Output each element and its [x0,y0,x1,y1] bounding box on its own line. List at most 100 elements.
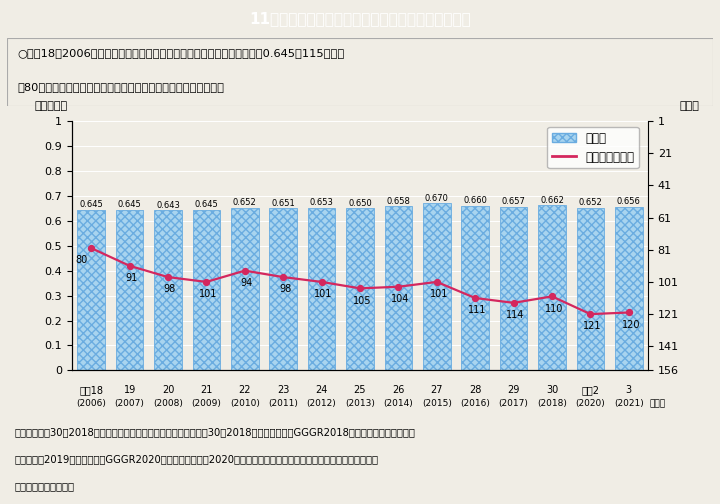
Text: 0.662: 0.662 [540,196,564,205]
Text: 0.656: 0.656 [617,197,641,206]
Text: 105: 105 [353,296,372,305]
Text: (2016): (2016) [460,399,490,408]
Point [201,278,212,286]
Text: (2015): (2015) [422,399,451,408]
Point [316,278,328,286]
Text: 29: 29 [508,386,520,396]
Point [392,283,404,291]
Text: 0.645: 0.645 [79,200,103,209]
Text: 94: 94 [240,278,253,288]
Text: 0.653: 0.653 [310,198,333,207]
Text: （年）: （年） [650,399,666,408]
Bar [77,210,105,370]
Text: 令和元（2019）年公表分はGGGR2020となり、令和２（2020）年のインデックスとして公表されたため、年の数字: 令和元（2019）年公表分はGGGR2020となり、令和２（2020）年のインデ… [14,454,378,464]
Text: 24: 24 [315,386,328,396]
Text: (2007): (2007) [114,399,145,408]
Text: (2018): (2018) [537,399,567,408]
Text: 0.670: 0.670 [425,194,449,203]
Text: (2006): (2006) [76,399,106,408]
Bar [384,206,413,370]
Text: 80位。その後スコアはほぼ横ばいとなっており、順位は下降。: 80位。その後スコアはほぼ横ばいとなっており、順位は下降。 [18,82,225,92]
Point [354,284,366,292]
Text: （備考）平成30（2018）年公表までは、公表年のレポート（平成30（2018）年公表分ならGGGR2018）が公表されていたが、: （備考）平成30（2018）年公表までは、公表年のレポート（平成30（2018）… [14,427,415,437]
Text: 111: 111 [468,305,486,316]
Text: 27: 27 [431,386,443,396]
Text: 21: 21 [200,386,212,396]
Bar [231,208,258,370]
Text: 91: 91 [125,273,138,283]
Point [162,273,174,281]
Text: 98: 98 [163,284,176,294]
Text: 23: 23 [277,386,289,396]
Text: 3: 3 [626,386,632,396]
Text: （スコア）: （スコア） [35,101,68,111]
Text: (2008): (2008) [153,399,183,408]
Text: 101: 101 [315,289,333,299]
Text: 30: 30 [546,386,558,396]
Text: 11－３図　日本のジェンダー・ギャップ指数の推移: 11－３図 日本のジェンダー・ギャップ指数の推移 [249,12,471,26]
Text: 20: 20 [162,386,174,396]
Bar [307,208,336,370]
Text: ○平成18（2006）年にＧＧＩが初めて公表された際の日本のスコアは、0.645で115か国中: ○平成18（2006）年にＧＧＩが初めて公表された際の日本のスコアは、0.645… [18,48,345,58]
Text: 0.660: 0.660 [463,196,487,205]
Text: 0.657: 0.657 [502,197,526,206]
Text: 0.650: 0.650 [348,199,372,208]
Text: 0.652: 0.652 [579,198,602,207]
Bar [577,208,604,370]
Point [508,299,519,307]
Bar [269,208,297,370]
Text: 0.645: 0.645 [118,200,141,209]
Text: (2014): (2014) [384,399,413,408]
Bar [462,206,489,370]
Point [86,244,97,252]
Text: 令和2: 令和2 [582,386,599,396]
Point [623,308,634,317]
Bar [116,210,143,370]
Point [124,262,135,270]
Bar [500,207,528,370]
Text: (2017): (2017) [499,399,528,408]
Text: (2010): (2010) [230,399,260,408]
Text: (2011): (2011) [269,399,298,408]
Text: 101: 101 [430,289,448,299]
Text: 0.651: 0.651 [271,199,295,208]
Text: 22: 22 [238,386,251,396]
Bar [154,210,182,370]
Text: 98: 98 [279,284,292,294]
Point [239,267,251,275]
Text: 120: 120 [621,320,640,330]
Text: 121: 121 [583,322,602,331]
Text: 28: 28 [469,386,482,396]
Text: 0.658: 0.658 [387,197,410,206]
Text: 26: 26 [392,386,405,396]
Text: (2013): (2013) [345,399,375,408]
Text: (2021): (2021) [614,399,644,408]
Text: 101: 101 [199,289,217,299]
Text: 0.652: 0.652 [233,198,256,207]
Text: （位）: （位） [680,101,700,111]
Point [277,273,289,281]
Text: 104: 104 [391,294,410,304]
Text: 80: 80 [76,256,88,266]
Text: 0.643: 0.643 [156,201,180,210]
Point [431,278,443,286]
Point [546,292,558,300]
Text: 25: 25 [354,386,366,396]
Legend: スコア, 順位（右目盛）: スコア, 順位（右目盛） [547,127,639,168]
Bar [423,203,451,370]
Bar [615,207,643,370]
Text: (2012): (2012) [307,399,336,408]
Text: (2020): (2020) [575,399,606,408]
Text: 110: 110 [545,303,563,313]
Text: 19: 19 [123,386,136,396]
Bar [346,208,374,370]
Text: が連続していない。: が連続していない。 [14,481,74,491]
Text: 114: 114 [506,310,525,320]
Text: 平成18: 平成18 [79,386,103,396]
Point [469,294,481,302]
Point [585,310,596,318]
Text: 0.645: 0.645 [194,200,218,209]
Bar [192,210,220,370]
Text: (2009): (2009) [192,399,221,408]
Bar [538,205,566,370]
